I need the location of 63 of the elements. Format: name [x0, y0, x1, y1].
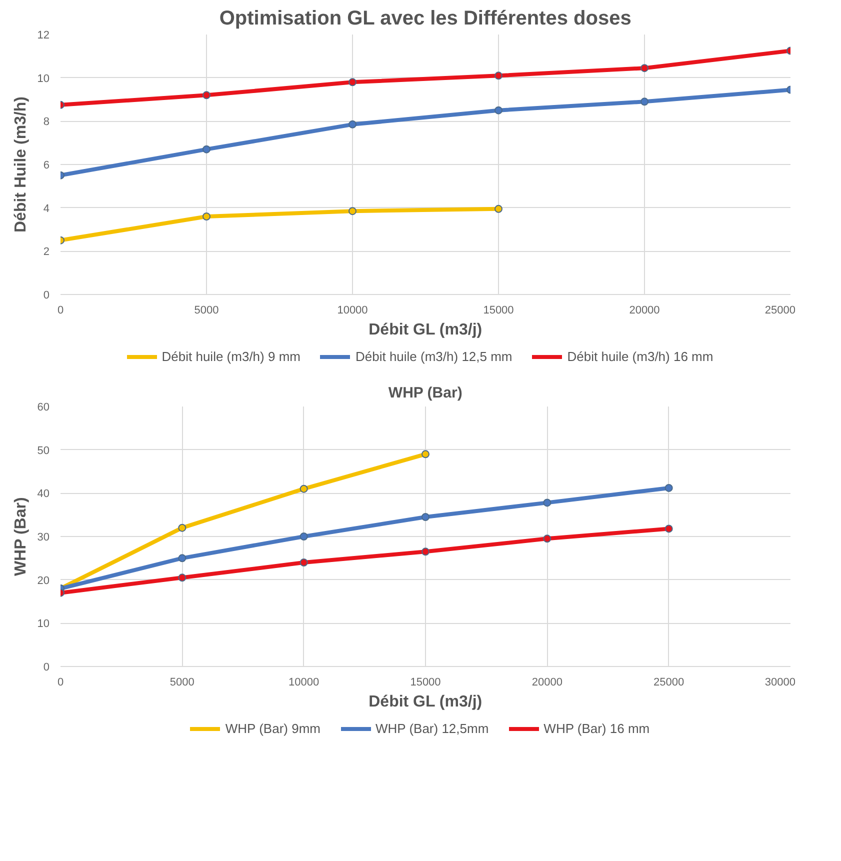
- y-tick-label: 30: [37, 532, 50, 544]
- point: [543, 498, 552, 507]
- y-tick-label: 2: [43, 246, 50, 258]
- x-tick-label: 10000: [337, 304, 368, 316]
- x-tick-label: 5000: [170, 676, 194, 688]
- legend-label: Débit huile (m3/h) 9 mm: [162, 348, 300, 366]
- x-tick-label: 20000: [629, 304, 660, 316]
- x-axis-title: Débit GL (m3/j): [368, 694, 482, 710]
- point: [422, 450, 430, 458]
- legend-label: WHP (Bar) 9mm: [225, 720, 320, 738]
- y-tick-label: 6: [43, 160, 50, 172]
- point: [178, 524, 186, 532]
- y-tick-label: 60: [37, 402, 50, 414]
- point: [348, 120, 356, 128]
- point: [202, 212, 210, 220]
- point: [348, 207, 356, 216]
- point: [494, 106, 502, 114]
- point: [202, 145, 210, 154]
- legend-label: Débit huile (m3/h) 16 mm: [567, 348, 714, 366]
- point: [664, 524, 673, 533]
- y-tick-label: 0: [43, 662, 50, 674]
- point: [640, 64, 648, 72]
- y-tick-label: 10: [37, 72, 50, 85]
- chart-title: WHP (Bar): [388, 384, 462, 402]
- point: [422, 513, 430, 521]
- chart-title: Optimisation GL avec les Différentes doses: [219, 8, 632, 30]
- y-tick-label: 0: [43, 290, 50, 302]
- x-tick-label: 15000: [410, 676, 441, 688]
- x-tick-label: 5000: [194, 304, 219, 316]
- x-tick-label: 10000: [288, 676, 320, 688]
- point: [300, 558, 308, 566]
- point: [543, 534, 552, 543]
- y-axis-title: Débit Huile (m3/h): [12, 96, 30, 233]
- x-tick-label: 25000: [764, 304, 796, 316]
- x-tick-label: 30000: [764, 676, 796, 688]
- x-tick-label: 0: [57, 304, 64, 316]
- y-tick-label: 12: [37, 30, 50, 42]
- y-tick-label: 4: [43, 202, 50, 215]
- y-tick-label: 20: [37, 574, 50, 587]
- y-tick-label: 8: [43, 116, 50, 128]
- legend-label: WHP (Bar) 16 mm: [544, 720, 650, 738]
- x-tick-label: 15000: [483, 304, 514, 316]
- x-axis-title: Débit GL (m3/j): [368, 322, 482, 338]
- point: [300, 484, 308, 493]
- point: [494, 204, 502, 213]
- point: [640, 98, 648, 106]
- y-axis-title: WHP (Bar): [12, 497, 30, 576]
- point: [494, 72, 502, 80]
- x-tick-label: 0: [57, 676, 64, 688]
- legend-label: Débit huile (m3/h) 12,5 mm: [355, 348, 512, 366]
- x-tick-label: 20000: [532, 676, 562, 688]
- point: [178, 554, 186, 562]
- legend-label: WHP (Bar) 12,5mm: [376, 720, 489, 738]
- x-tick-label: 25000: [654, 676, 684, 688]
- point: [422, 548, 430, 556]
- point: [348, 78, 356, 86]
- y-tick-label: 10: [37, 618, 50, 630]
- point: [202, 91, 210, 100]
- y-tick-label: 50: [37, 444, 50, 457]
- point: [178, 574, 186, 582]
- point: [664, 484, 673, 492]
- point: [300, 532, 308, 540]
- y-tick-label: 40: [37, 488, 50, 500]
